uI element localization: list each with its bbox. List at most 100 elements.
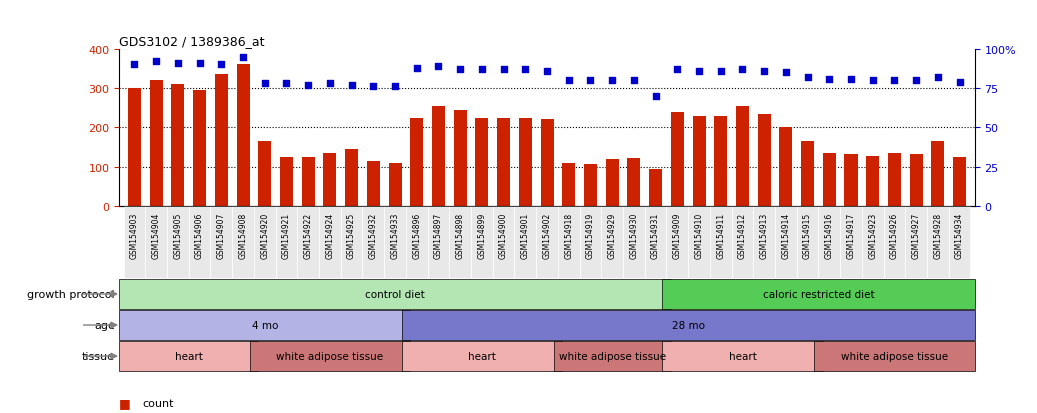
- Text: heart: heart: [729, 351, 756, 361]
- Bar: [909, 154, 923, 206]
- Bar: [667, 206, 689, 279]
- Bar: [796, 206, 818, 279]
- Text: GSM154924: GSM154924: [326, 212, 334, 259]
- Bar: [949, 206, 971, 279]
- Point: [951, 79, 968, 86]
- Text: GSM154904: GSM154904: [151, 212, 161, 259]
- Bar: [471, 206, 493, 279]
- Text: GSM154929: GSM154929: [608, 212, 617, 259]
- Text: GSM154909: GSM154909: [673, 212, 681, 259]
- Bar: [298, 206, 319, 279]
- Bar: [627, 159, 641, 206]
- Text: GSM154905: GSM154905: [173, 212, 183, 259]
- Text: GDS3102 / 1389386_at: GDS3102 / 1389386_at: [119, 36, 264, 48]
- Bar: [931, 142, 945, 206]
- Text: GSM154900: GSM154900: [499, 212, 508, 259]
- Bar: [671, 112, 683, 206]
- Bar: [536, 206, 558, 279]
- Bar: [953, 157, 966, 206]
- Text: GSM154903: GSM154903: [130, 212, 139, 259]
- Bar: [862, 206, 884, 279]
- Text: GSM154923: GSM154923: [868, 212, 877, 259]
- Bar: [493, 206, 514, 279]
- Bar: [693, 116, 705, 206]
- Point: [321, 81, 338, 88]
- Point: [800, 74, 816, 81]
- Point: [409, 65, 425, 72]
- Bar: [319, 206, 341, 279]
- Point: [887, 78, 903, 84]
- Text: GSM154917: GSM154917: [846, 212, 856, 259]
- Text: GSM154918: GSM154918: [564, 212, 573, 258]
- Bar: [888, 154, 901, 206]
- Point: [604, 78, 620, 84]
- Bar: [211, 206, 232, 279]
- Text: GSM154907: GSM154907: [217, 212, 226, 259]
- Text: GSM154902: GSM154902: [542, 212, 552, 259]
- Point: [191, 60, 207, 67]
- Text: GSM154920: GSM154920: [260, 212, 270, 259]
- Bar: [449, 206, 471, 279]
- Bar: [623, 206, 645, 279]
- Bar: [384, 206, 405, 279]
- Point: [669, 66, 685, 73]
- Bar: [710, 206, 731, 279]
- Text: GSM154932: GSM154932: [369, 212, 377, 259]
- Point: [430, 64, 447, 70]
- Bar: [215, 75, 228, 206]
- Bar: [341, 206, 363, 279]
- Text: GSM154897: GSM154897: [433, 212, 443, 259]
- Text: caloric restricted diet: caloric restricted diet: [762, 289, 874, 299]
- Bar: [171, 85, 185, 206]
- Text: GSM154916: GSM154916: [824, 212, 834, 259]
- Text: GSM154913: GSM154913: [760, 212, 768, 259]
- Bar: [758, 114, 770, 206]
- Bar: [601, 206, 623, 279]
- Bar: [840, 206, 862, 279]
- Bar: [562, 164, 576, 206]
- Text: white adipose tissue: white adipose tissue: [276, 351, 384, 361]
- Text: heart: heart: [468, 351, 496, 361]
- Text: GSM154926: GSM154926: [890, 212, 899, 259]
- Bar: [193, 91, 206, 206]
- Point: [278, 81, 295, 88]
- Bar: [401, 341, 562, 371]
- Point: [452, 66, 469, 73]
- Point: [821, 76, 838, 83]
- Point: [343, 82, 360, 89]
- Bar: [427, 206, 449, 279]
- Bar: [475, 118, 488, 206]
- Bar: [276, 206, 298, 279]
- Bar: [119, 341, 258, 371]
- Bar: [236, 65, 250, 206]
- Bar: [405, 206, 427, 279]
- Bar: [128, 89, 141, 206]
- Text: GSM154927: GSM154927: [912, 212, 921, 259]
- Bar: [584, 164, 597, 206]
- Bar: [411, 118, 423, 206]
- Text: count: count: [142, 398, 173, 408]
- Point: [907, 78, 924, 84]
- Bar: [714, 116, 727, 206]
- Text: GSM154933: GSM154933: [391, 212, 399, 259]
- Point: [256, 81, 273, 88]
- Point: [560, 78, 577, 84]
- Point: [691, 68, 707, 75]
- Bar: [780, 128, 792, 206]
- Bar: [645, 206, 667, 279]
- Bar: [453, 110, 467, 206]
- Bar: [736, 107, 749, 206]
- Point: [734, 66, 751, 73]
- Bar: [345, 150, 358, 206]
- Point: [843, 76, 860, 83]
- Bar: [145, 206, 167, 279]
- Bar: [497, 118, 510, 206]
- Text: growth protocol: growth protocol: [27, 289, 115, 299]
- Point: [539, 68, 556, 75]
- Bar: [662, 280, 975, 309]
- Text: white adipose tissue: white adipose tissue: [841, 351, 948, 361]
- Bar: [905, 206, 927, 279]
- Bar: [818, 206, 840, 279]
- Bar: [580, 206, 601, 279]
- Bar: [927, 206, 949, 279]
